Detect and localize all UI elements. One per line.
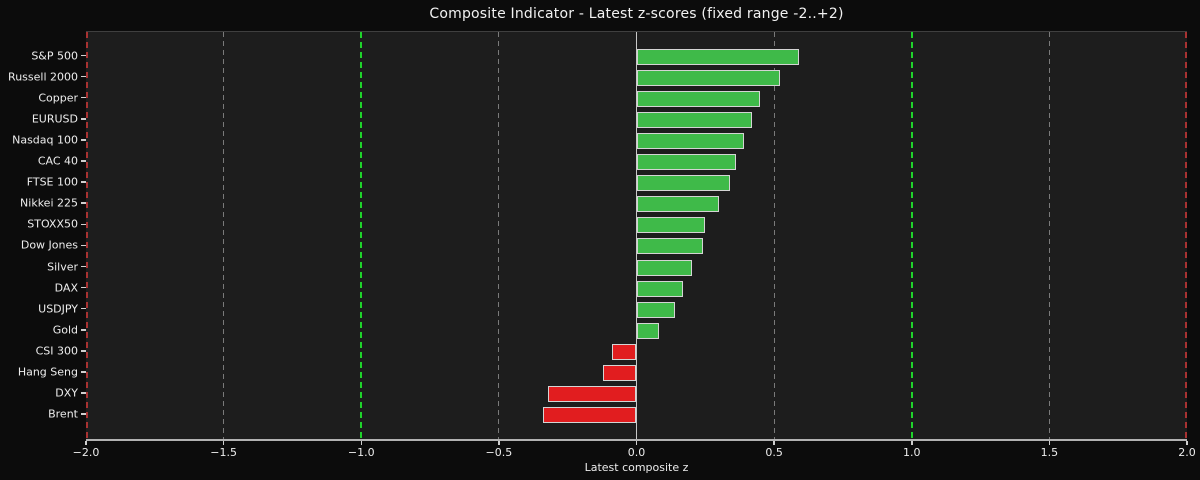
y-tick-label: FTSE 100 xyxy=(26,175,78,189)
bar-stoxx50 xyxy=(636,217,706,234)
y-tick-mark xyxy=(81,413,86,415)
y-tick-mark xyxy=(81,223,86,226)
y-tick-mark xyxy=(81,307,86,310)
y-tick-label: Copper xyxy=(38,91,78,105)
bar-usdjpy xyxy=(636,301,676,318)
extreme-line xyxy=(86,32,88,440)
y-tick-mark xyxy=(81,350,86,352)
x-tick-mark xyxy=(1048,440,1051,445)
x-tick-mark xyxy=(773,440,775,445)
y-tick-mark xyxy=(81,392,86,394)
bar-hang-seng xyxy=(603,365,637,381)
y-tick-label: CSI 300 xyxy=(35,344,78,358)
y-tick-label: CAC 40 xyxy=(37,154,78,168)
extreme-line xyxy=(1185,32,1187,440)
bar-russell-2000 xyxy=(636,69,780,86)
x-tick-mark xyxy=(85,440,87,445)
chart-title: Composite Indicator - Latest z-scores (f… xyxy=(429,6,844,22)
y-tick-mark xyxy=(81,75,86,78)
plot-area xyxy=(86,31,1187,440)
y-tick-mark xyxy=(81,54,86,57)
y-tick-label: Nikkei 225 xyxy=(20,196,78,210)
x-tick-mark xyxy=(635,440,638,445)
y-tick-label: Brent xyxy=(48,407,78,421)
bar-silver xyxy=(636,259,692,276)
bar-dax xyxy=(636,280,684,297)
y-tick-label: S&P 500 xyxy=(31,49,78,62)
y-tick-label: Hang Seng xyxy=(17,365,78,379)
y-tick-mark xyxy=(81,118,86,120)
y-tick-mark xyxy=(81,160,86,162)
y-tick-label: STOXX50 xyxy=(27,217,78,231)
x-tick-mark xyxy=(360,440,362,445)
y-tick-label: EURUSD xyxy=(31,112,78,126)
x-tick-label: 2.0 xyxy=(1178,446,1196,459)
bar-dow-jones xyxy=(636,238,703,255)
y-tick-mark xyxy=(81,202,86,204)
y-tick-label: Gold xyxy=(52,323,78,337)
gridline xyxy=(773,32,775,440)
threshold-line xyxy=(360,32,363,440)
y-tick-mark xyxy=(81,265,86,268)
x-tick-label: −1.5 xyxy=(210,446,237,459)
bar-copper xyxy=(636,90,761,107)
x-tick-label: 0.0 xyxy=(627,446,646,459)
y-tick-label: Nasdaq 100 xyxy=(12,133,78,147)
bar-csi-300 xyxy=(611,343,637,360)
y-tick-label: Dow Jones xyxy=(20,238,78,252)
y-tick-label: USDJPY xyxy=(38,302,78,316)
bar-s-p-500 xyxy=(636,48,799,65)
y-tick-mark xyxy=(81,329,86,331)
bar-ftse-100 xyxy=(636,175,731,192)
x-tick-label: −0.5 xyxy=(485,446,513,459)
x-tick-label: −1.0 xyxy=(347,446,375,459)
x-tick-mark xyxy=(911,440,913,445)
gridline xyxy=(223,32,225,440)
x-axis-line xyxy=(86,439,1187,441)
gridline xyxy=(498,32,500,440)
y-tick-label: DXY xyxy=(55,386,78,400)
bar-nikkei-225 xyxy=(636,196,720,213)
x-tick-label: 1.5 xyxy=(1040,446,1059,459)
x-tick-mark xyxy=(1186,440,1188,445)
gridline xyxy=(1048,32,1050,440)
threshold-line xyxy=(910,32,913,440)
bar-gold xyxy=(636,322,659,339)
y-tick-mark xyxy=(81,286,86,289)
y-tick-label: Russell 2000 xyxy=(8,70,78,84)
y-tick-mark xyxy=(81,96,86,99)
y-tick-label: DAX xyxy=(54,281,78,295)
x-tick-mark xyxy=(222,440,225,445)
x-tick-label: 0.5 xyxy=(765,446,783,459)
bar-cac-40 xyxy=(636,154,736,170)
x-tick-label: 1.0 xyxy=(903,446,921,459)
y-tick-mark xyxy=(81,139,86,141)
x-axis-label: Latest composite z xyxy=(584,461,689,474)
bar-eurusd xyxy=(636,111,753,128)
bar-nasdaq-100 xyxy=(636,132,744,149)
zero-line xyxy=(635,32,637,440)
y-tick-mark xyxy=(81,244,86,247)
bar-dxy xyxy=(548,386,637,403)
bar-brent xyxy=(542,407,637,424)
x-tick-label: −2.0 xyxy=(72,446,100,459)
y-tick-mark xyxy=(81,371,86,373)
y-tick-label: Silver xyxy=(47,260,78,273)
y-tick-mark xyxy=(81,181,86,183)
x-tick-mark xyxy=(498,440,500,445)
